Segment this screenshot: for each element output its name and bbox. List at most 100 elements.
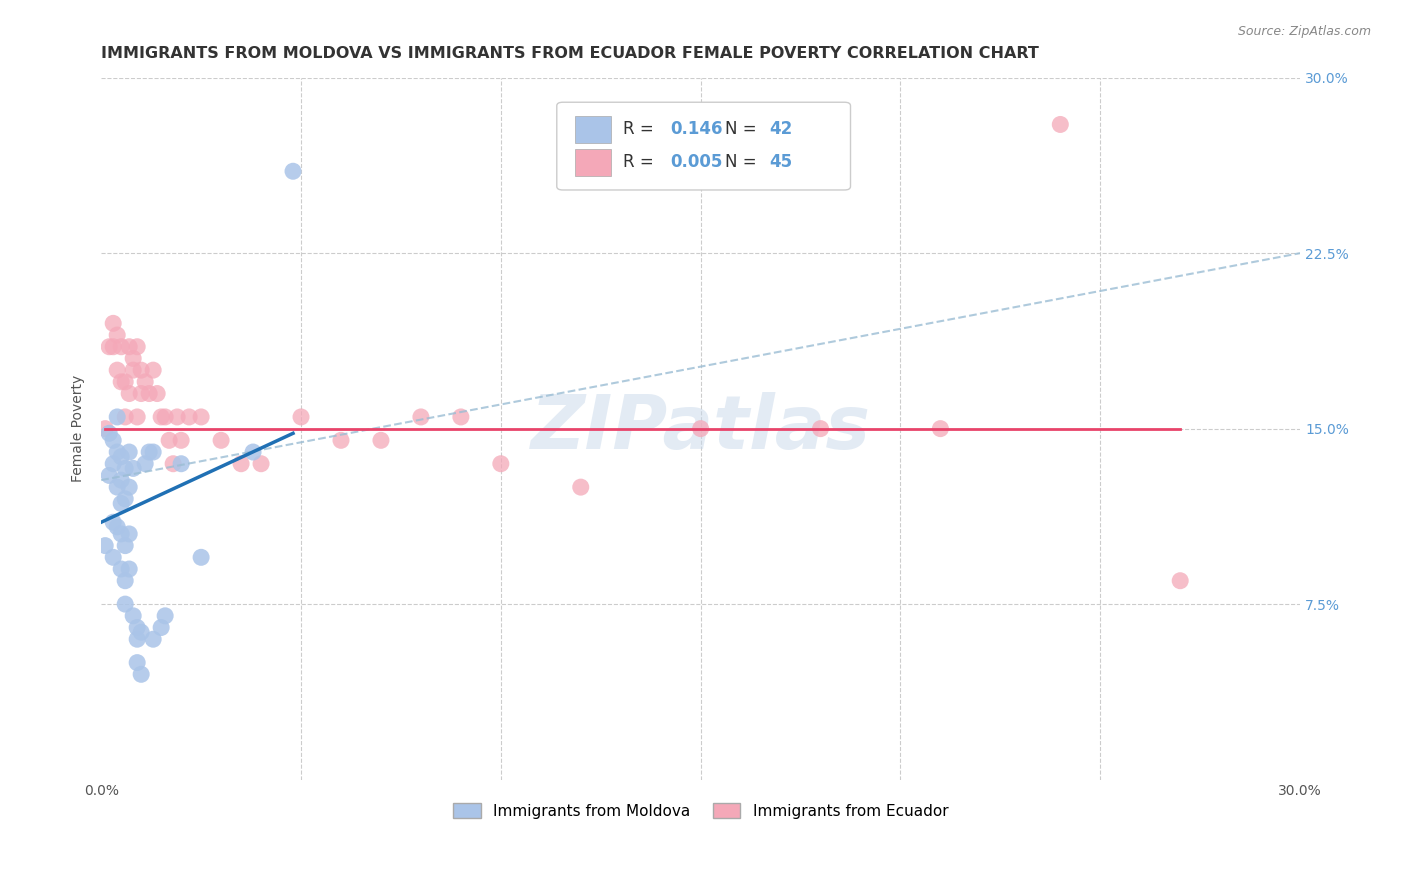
Point <box>142 363 165 377</box>
Point <box>122 351 145 366</box>
Point <box>98 426 121 441</box>
Legend: Immigrants from Moldova, Immigrants from Ecuador: Immigrants from Moldova, Immigrants from… <box>447 797 955 824</box>
Point <box>127 340 149 354</box>
Text: 42: 42 <box>769 120 792 138</box>
Point <box>1168 574 1191 588</box>
Point <box>190 550 212 565</box>
Text: R =: R = <box>623 153 659 171</box>
Text: N =: N = <box>724 120 762 138</box>
Point <box>489 457 512 471</box>
Point <box>153 409 176 424</box>
Point <box>134 375 156 389</box>
Point <box>103 457 125 471</box>
Point <box>110 375 132 389</box>
Point <box>114 461 136 475</box>
Point <box>103 515 125 529</box>
Point <box>150 409 173 424</box>
Point <box>122 363 145 377</box>
Y-axis label: Female Poverty: Female Poverty <box>72 375 86 483</box>
Point <box>98 468 121 483</box>
Point <box>162 457 184 471</box>
Point <box>105 409 128 424</box>
Point <box>134 457 156 471</box>
Point <box>138 445 160 459</box>
Point <box>114 597 136 611</box>
Text: N =: N = <box>724 153 762 171</box>
Text: R =: R = <box>623 120 659 138</box>
Text: 0.146: 0.146 <box>671 120 723 138</box>
Point <box>110 473 132 487</box>
Point <box>122 608 145 623</box>
Point <box>94 422 117 436</box>
Point <box>118 386 141 401</box>
Point <box>118 340 141 354</box>
Point <box>114 539 136 553</box>
Point <box>929 422 952 436</box>
Text: IMMIGRANTS FROM MOLDOVA VS IMMIGRANTS FROM ECUADOR FEMALE POVERTY CORRELATION CH: IMMIGRANTS FROM MOLDOVA VS IMMIGRANTS FR… <box>101 46 1039 62</box>
Point <box>114 491 136 506</box>
Point <box>179 409 201 424</box>
Point <box>170 434 193 448</box>
Point <box>142 445 165 459</box>
Text: ZIPatlas: ZIPatlas <box>530 392 870 465</box>
Point <box>170 457 193 471</box>
Point <box>409 409 432 424</box>
Point <box>127 409 149 424</box>
Point <box>105 363 128 377</box>
Point <box>129 386 152 401</box>
Point <box>94 539 117 553</box>
Point <box>250 457 273 471</box>
Point <box>142 632 165 647</box>
Point <box>110 450 132 464</box>
Point <box>450 409 472 424</box>
Point <box>370 434 392 448</box>
Point <box>242 445 264 459</box>
Point <box>114 409 136 424</box>
Point <box>129 625 152 640</box>
Point <box>166 409 188 424</box>
Point <box>118 527 141 541</box>
Point <box>281 164 304 178</box>
Point <box>98 340 121 354</box>
Point <box>105 480 128 494</box>
Point <box>114 375 136 389</box>
Point <box>105 445 128 459</box>
Point <box>110 562 132 576</box>
Point <box>129 667 152 681</box>
Point <box>103 340 125 354</box>
Point <box>118 445 141 459</box>
Point <box>209 434 232 448</box>
Point <box>118 480 141 494</box>
Text: 0.005: 0.005 <box>671 153 723 171</box>
Point <box>290 409 312 424</box>
Point <box>127 656 149 670</box>
Point <box>1049 118 1071 132</box>
Point <box>330 434 353 448</box>
Point <box>103 434 125 448</box>
Point <box>229 457 252 471</box>
Text: Source: ZipAtlas.com: Source: ZipAtlas.com <box>1237 25 1371 38</box>
Point <box>110 340 132 354</box>
Bar <box>575 149 610 176</box>
Point <box>129 363 152 377</box>
Point <box>105 520 128 534</box>
Point <box>150 620 173 634</box>
Point <box>146 386 169 401</box>
Point <box>110 527 132 541</box>
Point <box>569 480 592 494</box>
Point <box>103 316 125 330</box>
Point <box>127 620 149 634</box>
Point <box>114 574 136 588</box>
Point <box>810 422 832 436</box>
Point <box>689 422 711 436</box>
Point <box>110 496 132 510</box>
Point <box>190 409 212 424</box>
Point <box>138 386 160 401</box>
Point <box>105 328 128 343</box>
FancyBboxPatch shape <box>557 103 851 190</box>
Point <box>157 434 180 448</box>
Point <box>127 632 149 647</box>
Point <box>122 461 145 475</box>
Point <box>103 550 125 565</box>
Point <box>153 608 176 623</box>
